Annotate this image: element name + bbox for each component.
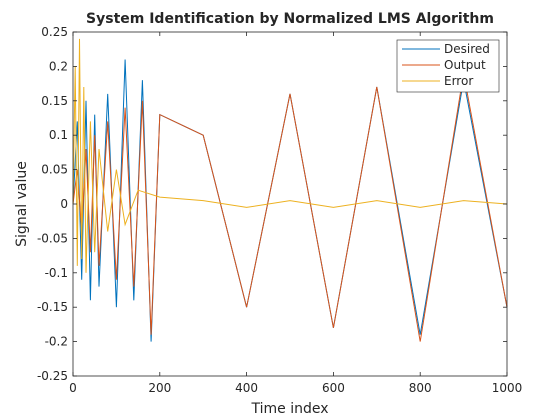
y-tick-label: 0.1 (49, 128, 68, 142)
y-tick-label: 0.15 (41, 94, 68, 108)
legend-label-output: Output (444, 58, 486, 72)
x-tick-label: 0 (69, 381, 77, 395)
x-tick-label: 800 (409, 381, 432, 395)
legend-label-desired: Desired (444, 42, 490, 56)
series-line-error (72, 38, 508, 273)
x-tick-label: 1000 (492, 381, 523, 395)
y-tick-label: -0.1 (45, 266, 68, 280)
y-tick-label: -0.05 (37, 231, 68, 245)
ticks-layer: 0 200 400 600 800 1000 -0.25 -0.2 -0.15 -0.1 -0.05… (37, 25, 522, 395)
y-tick-label: 0.2 (49, 59, 68, 73)
x-axis-label: Time index (250, 401, 328, 417)
y-tick-label: 0.25 (41, 25, 68, 39)
y-tick-label: -0.25 (37, 369, 68, 383)
y-tick-label: 0.05 (41, 163, 68, 177)
x-tick-label: 200 (148, 381, 171, 395)
x-tick-label: 600 (322, 381, 345, 395)
legend-label-error: Error (444, 74, 473, 88)
x-tick-label: 400 (235, 381, 258, 395)
series-layer (72, 38, 508, 342)
chart-title: System Identification by Normalized LMS … (86, 11, 494, 27)
y-axis-label: Signal value (14, 161, 30, 247)
y-tick-label: -0.2 (45, 335, 68, 349)
legend: Desired Output Error (396, 39, 500, 93)
y-tick-label: -0.15 (37, 300, 68, 314)
y-tick-label: 0 (60, 197, 68, 211)
